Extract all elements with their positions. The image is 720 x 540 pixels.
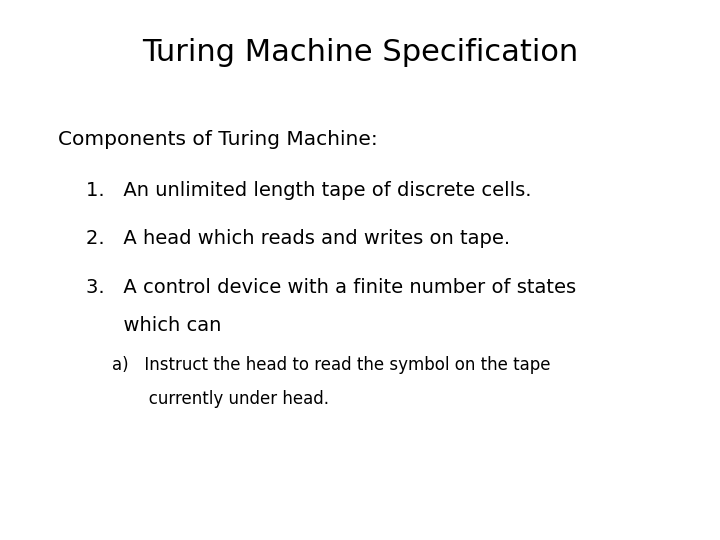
Text: a)   Instruct the head to read the symbol on the tape: a) Instruct the head to read the symbol … [112,356,550,374]
Text: 1.   An unlimited length tape of discrete cells.: 1. An unlimited length tape of discrete … [86,181,532,200]
Text: 3.   A control device with a finite number of states: 3. A control device with a finite number… [86,278,577,297]
Text: Turing Machine Specification: Turing Machine Specification [142,38,578,67]
Text: 2.   A head which reads and writes on tape.: 2. A head which reads and writes on tape… [86,230,510,248]
Text: which can: which can [86,316,222,335]
Text: currently under head.: currently under head. [112,390,328,408]
Text: Components of Turing Machine:: Components of Turing Machine: [58,130,377,148]
